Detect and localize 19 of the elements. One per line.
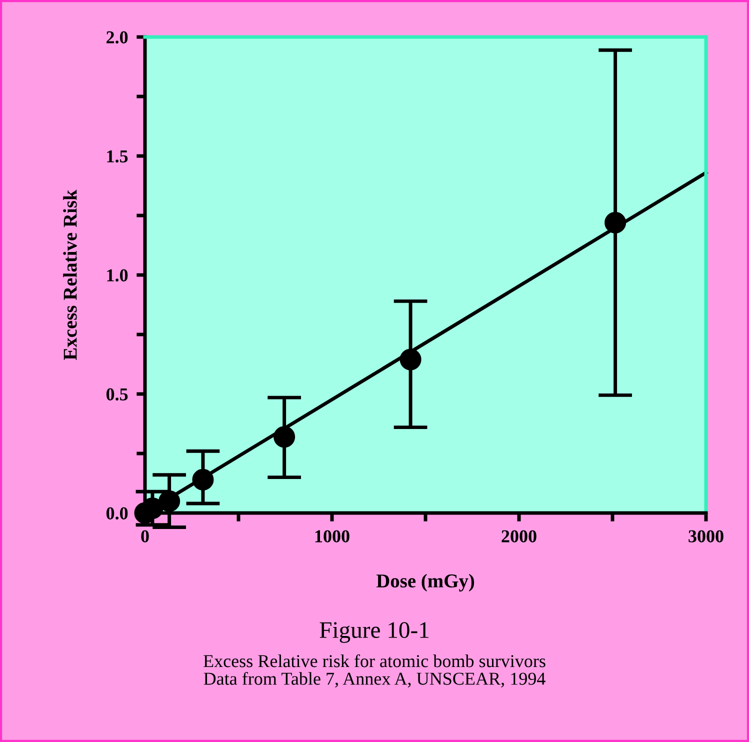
point <box>142 497 164 519</box>
y-tick-label: 0.5 <box>106 388 128 401</box>
y-tick-label: 1.5 <box>107 150 128 163</box>
y-tick-label: 0.0 <box>106 507 128 520</box>
y-axis-title: Excess Relative Risk <box>63 190 77 360</box>
x-tick-label: 1000 <box>315 530 350 542</box>
x-tick-label: 0 <box>141 530 149 542</box>
y-tick-label: 2.0 <box>106 31 128 44</box>
point <box>158 490 180 512</box>
x-tick-label: 2000 <box>502 530 536 542</box>
point <box>400 348 422 370</box>
point <box>604 212 626 234</box>
point <box>274 426 296 448</box>
x-tick-label: 3000 <box>688 530 724 542</box>
caption: Figure 10-1 <box>320 622 428 643</box>
text: Excess Relative risk for atomic bomb survivors Data from Table 7, Annex A, UNSCEAR, 1994 <box>204 654 546 688</box>
point <box>192 468 214 490</box>
y-tick-label: 1.0 <box>107 269 128 282</box>
x-axis-title: Dose (mGy) <box>376 574 474 592</box>
